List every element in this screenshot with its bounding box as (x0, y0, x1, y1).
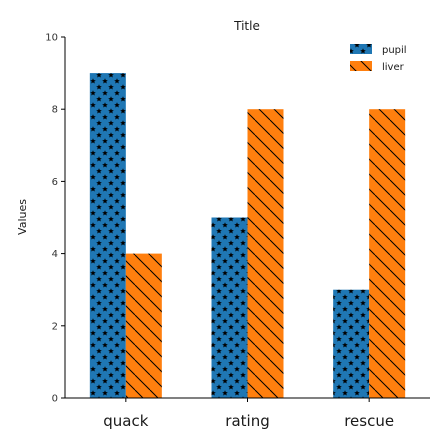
y-tick-label: 4 (52, 249, 58, 260)
y-axis-title: Values (16, 199, 29, 235)
y-tick-label: 2 (52, 321, 58, 332)
legend-swatch-liver (350, 61, 372, 71)
legend-label-liver: liver (382, 62, 405, 73)
bar-liver-rescue (369, 109, 406, 398)
bar-pupil-rescue (333, 289, 370, 398)
x-tick-label-rescue: rescue (344, 412, 394, 430)
x-tick-label-quack: quack (103, 412, 148, 430)
y-tick-label: 0 (52, 394, 58, 405)
bars (89, 73, 406, 398)
legend: pupil liver (350, 44, 407, 73)
chart-title: Title (233, 19, 260, 33)
bar-pupil-quack (89, 73, 126, 398)
y-tick-label: 10 (45, 33, 58, 44)
x-tick-label-rating: rating (225, 412, 269, 430)
bar-liver-quack (125, 253, 162, 398)
bar-pupil-rating (211, 217, 248, 398)
legend-label-pupil: pupil (382, 45, 407, 56)
legend-swatch-pupil (350, 44, 372, 54)
bar-liver-rating (247, 109, 284, 398)
y-tick-label: 6 (52, 177, 58, 188)
y-axis-ticks: 0 2 4 6 8 10 (45, 33, 65, 405)
x-axis-ticks: quack rating rescue (103, 398, 394, 430)
y-tick-label: 8 (52, 105, 58, 116)
